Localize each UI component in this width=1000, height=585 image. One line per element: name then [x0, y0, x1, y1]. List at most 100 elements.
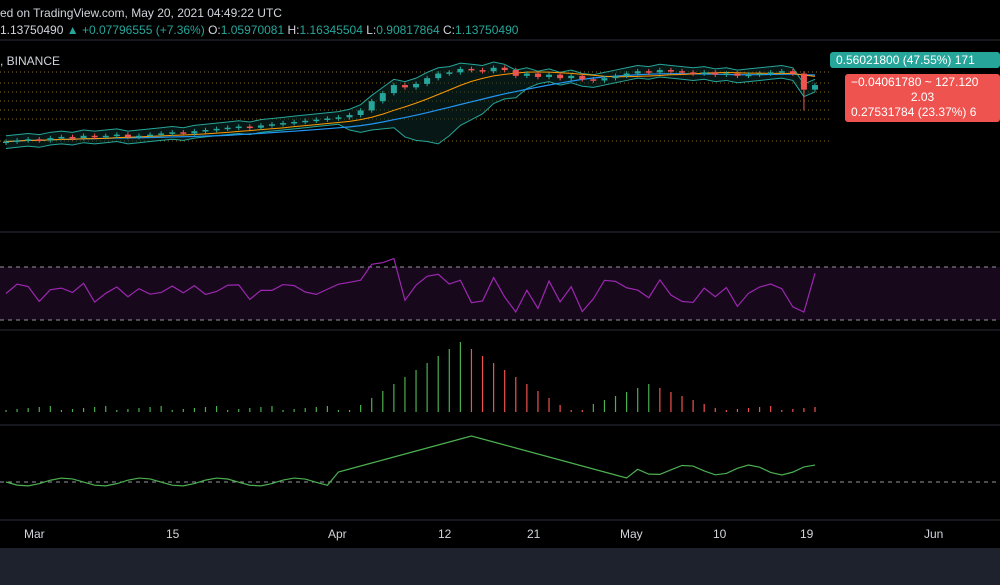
close-value: 1.13750490: [455, 23, 519, 37]
candle-body: [479, 70, 486, 72]
candle-body: [579, 75, 586, 80]
candle-body: [58, 136, 65, 139]
header-source: ed on TradingView.com, May 20, 2021 04:4…: [0, 6, 282, 20]
bollinger-upper: [5, 61, 816, 137]
header-line-1: ed on TradingView.com, May 20, 2021 04:4…: [0, 5, 282, 21]
candle-body: [501, 67, 508, 71]
candle-body: [102, 135, 109, 138]
candle-body: [47, 138, 54, 141]
open-label: O:: [208, 23, 221, 37]
candle-body: [357, 110, 364, 116]
candle-body: [80, 135, 87, 139]
candle-body: [723, 73, 730, 76]
candle-body: [191, 131, 198, 134]
candle-body: [169, 132, 176, 134]
candle-body: [701, 72, 708, 74]
measure-percent: 0.27531784 (23.37%) 6: [851, 105, 977, 119]
candle-body: [778, 71, 785, 73]
candle-body: [690, 72, 697, 74]
x-tick-5: May: [620, 527, 643, 541]
candle-body: [457, 68, 464, 73]
x-tick-7: 19: [800, 527, 814, 541]
candle-body: [767, 72, 774, 74]
candle-body: [324, 118, 331, 120]
candle-body: [734, 73, 741, 76]
candle-body: [291, 121, 298, 124]
candle-body: [789, 71, 796, 74]
candle-body: [180, 132, 187, 134]
header-price: 1.13750490: [0, 23, 64, 37]
candle-body: [557, 74, 564, 79]
x-tick-2: Apr: [328, 527, 347, 541]
candle-body: [346, 115, 353, 118]
x-tick-3: 12: [438, 527, 452, 541]
measure-change: −0.04061780 ~ 127.120: [851, 75, 979, 89]
candle-body: [656, 70, 663, 73]
candle-body: [512, 70, 519, 76]
candle-body: [3, 141, 9, 144]
candle-body: [568, 75, 575, 79]
candle-body: [601, 78, 608, 81]
header-line-2: 1.13750490 ▲ +0.07796555 (+7.36%) O:1.05…: [0, 22, 518, 38]
high-value: 1.16345504: [299, 23, 363, 37]
header-change: ▲ +0.07796555 (+7.36%): [66, 23, 205, 37]
candle-body: [800, 73, 807, 90]
candle-body: [368, 101, 375, 111]
high-label: H:: [287, 23, 300, 37]
candle-body: [413, 83, 420, 88]
x-tick-0: Mar: [24, 527, 45, 541]
candle-body: [468, 68, 475, 71]
candle-body: [623, 73, 630, 76]
bollinger-lower: [5, 76, 816, 149]
candle-body: [91, 135, 98, 138]
candle-body: [812, 85, 818, 90]
x-tick-6: 10: [713, 527, 727, 541]
measure-tag-red: −0.04061780 ~ 127.120 2.03 0.27531784 (2…: [845, 74, 1000, 122]
oscillator-line: [5, 435, 816, 487]
measure-ratio: 2.03: [910, 90, 935, 104]
candle-body: [523, 73, 530, 76]
candle-body: [546, 74, 553, 77]
x-tick-8: Jun: [924, 527, 944, 541]
candle-body: [335, 117, 342, 119]
candle-body: [313, 119, 320, 122]
low-value: 0.90817864: [376, 23, 440, 37]
moving-average-blue: [5, 73, 816, 143]
candle-body: [280, 123, 287, 125]
candle-body: [257, 125, 264, 128]
candle-body: [424, 78, 431, 84]
rsi-line: [5, 257, 816, 314]
candle-body: [446, 72, 453, 74]
candle-body: [534, 73, 541, 77]
price-tag-green: 0.56021800 (47.55%) 171: [830, 52, 1000, 68]
candle-body: [612, 75, 619, 79]
candle-body: [390, 85, 397, 94]
x-tick-4: 21: [527, 527, 541, 541]
open-value: 1.05970081: [220, 23, 285, 37]
candle-body: [69, 136, 76, 139]
chart-canvas[interactable]: [0, 0, 1000, 548]
candle-body: [36, 139, 43, 141]
candle-body: [712, 72, 719, 75]
x-tick-1: 15: [166, 527, 180, 541]
low-label: L:: [366, 23, 377, 37]
candle-body: [14, 140, 21, 142]
candle-body: [246, 126, 253, 129]
candle-body: [25, 139, 32, 141]
bottom-toolbar: [0, 548, 1000, 585]
candle-body: [435, 73, 442, 79]
candle-body: [158, 133, 165, 135]
candle-body: [590, 79, 597, 81]
candle-body: [135, 135, 142, 138]
exchange-label: , BINANCE: [0, 54, 61, 68]
candle-body: [202, 130, 209, 132]
close-label: C:: [443, 23, 456, 37]
candle-body: [124, 134, 131, 137]
candle-body: [756, 73, 763, 76]
candle-body: [113, 134, 120, 137]
candle-body: [213, 128, 220, 131]
candle-body: [268, 124, 275, 126]
candle-body: [679, 71, 686, 73]
candle-body: [302, 120, 309, 123]
candle-body: [401, 85, 408, 88]
